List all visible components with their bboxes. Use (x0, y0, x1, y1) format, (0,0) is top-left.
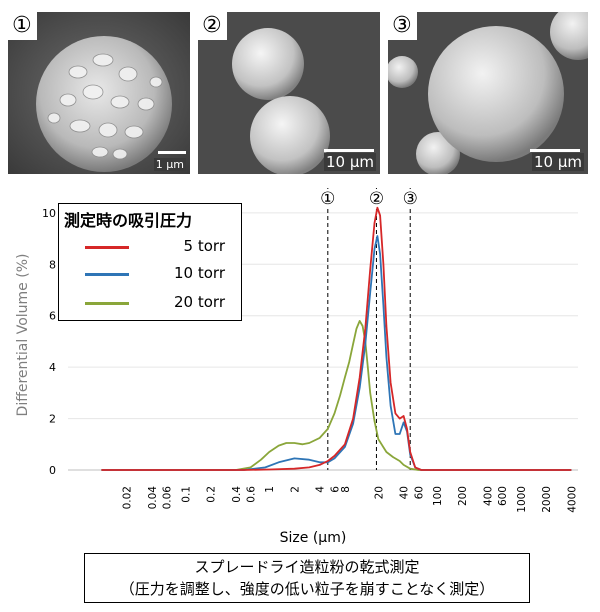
x-tick-label: 0.2 (206, 486, 218, 503)
x-tick-label: 400 (482, 486, 494, 506)
x-tick-label: 0.1 (180, 486, 192, 503)
sem-image-small-particle (8, 12, 190, 174)
series-line-10-torr (101, 235, 572, 471)
legend-swatch (85, 246, 129, 249)
series-line-5-torr (101, 206, 572, 471)
y-tick-label: 4 (49, 361, 56, 374)
legend-item-20-torr: 20 torr (59, 293, 241, 313)
x-tick-label: 20 (373, 486, 385, 499)
x-tick-label: 0.6 (246, 486, 258, 503)
x-tick-label: 100 (432, 486, 444, 506)
legend-swatch (85, 273, 129, 276)
legend-title: 測定時の吸引圧力 (64, 211, 193, 230)
x-tick-label: 4 (315, 486, 327, 493)
sem-photo-1: ① 1 μm (8, 12, 190, 174)
x-tick-label: 1000 (516, 486, 528, 513)
photo-number-1: ① (8, 12, 37, 40)
sem-photo-2: ② 10 μm (198, 12, 380, 174)
x-tick-label: 0.06 (162, 486, 174, 510)
x-tick-label: 6 (329, 486, 341, 493)
x-tick-label: 0.04 (147, 486, 159, 510)
legend-label: 10 torr (174, 264, 225, 282)
x-tick-label: 2000 (541, 486, 553, 513)
y-tick-label: 2 (49, 413, 56, 426)
legend-label: 20 torr (174, 293, 225, 311)
x-tick-label: 60 (413, 486, 425, 499)
sem-image-large-sphere (388, 12, 588, 174)
x-axis-label: Size (μm) (280, 530, 347, 546)
photo-number-2: ② (198, 12, 227, 40)
y-axis-label: Differential Volume (%) (15, 254, 31, 417)
x-tick-label: 4000 (566, 486, 578, 513)
x-tick-label: 40 (399, 486, 411, 499)
legend-item-5-torr: 5 torr (59, 237, 241, 257)
y-tick-label: 10 (42, 207, 56, 220)
x-tick-label: 0.02 (122, 486, 134, 509)
scale-bar (324, 149, 374, 152)
marker-label-bg (401, 189, 419, 209)
legend-label: 5 torr (183, 237, 225, 255)
marker-label-bg (367, 189, 386, 209)
scale-bar (158, 151, 186, 154)
sem-photo-3: ③ 10 μm (388, 12, 588, 174)
legend-item-10-torr: 10 torr (59, 264, 241, 284)
marker-label: ① (320, 189, 335, 209)
photo-number-3: ③ (388, 12, 417, 40)
scale-label-1: 1 μm (153, 158, 186, 171)
x-tick-label: 2 (289, 486, 301, 493)
chart-legend: 測定時の吸引圧力 5 torr 10 torr 20 torr (58, 203, 242, 321)
x-tick-label: 600 (497, 486, 509, 506)
x-tick-label: 8 (340, 486, 352, 493)
scale-label-3: 10 μm (531, 153, 584, 171)
x-tick-label: 200 (457, 486, 469, 506)
x-tick-label: 0.4 (231, 486, 243, 503)
caption-line-1: スプレードライ造粒粉の乾式測定 (194, 558, 420, 576)
marker-label-bg (319, 189, 337, 209)
scale-bar (530, 149, 580, 152)
caption-line-2: （圧力を調整し、強度の低い粒子を崩すことなく測定） (119, 580, 495, 598)
y-tick-label: 0 (49, 464, 56, 477)
marker-label: ③ (403, 189, 418, 209)
y-tick-label: 8 (49, 258, 56, 271)
x-tick-label: 1 (264, 486, 276, 493)
caption-box: スプレードライ造粒粉の乾式測定 （圧力を調整し、強度の低い粒子を崩すことなく測定… (84, 553, 530, 603)
marker-label: ② (369, 189, 384, 209)
sem-image-two-spheres (198, 12, 380, 174)
scale-label-2: 10 μm (323, 153, 376, 171)
y-tick-label: 6 (49, 310, 56, 323)
legend-swatch (85, 302, 129, 305)
series-line-20-torr (101, 320, 572, 471)
chart-series (101, 206, 572, 471)
